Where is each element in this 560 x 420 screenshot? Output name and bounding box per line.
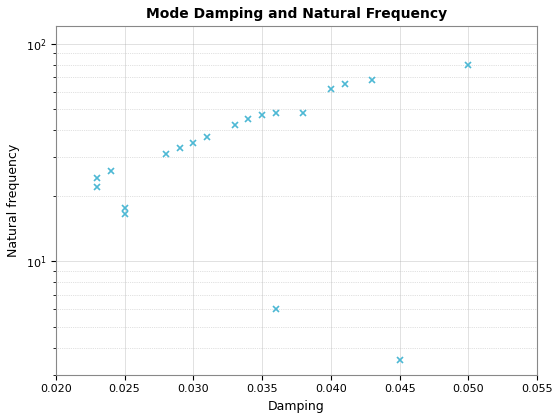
X-axis label: Damping: Damping: [268, 400, 325, 413]
Title: Mode Damping and Natural Frequency: Mode Damping and Natural Frequency: [146, 7, 447, 21]
Y-axis label: Natural frequency: Natural frequency: [7, 144, 20, 257]
